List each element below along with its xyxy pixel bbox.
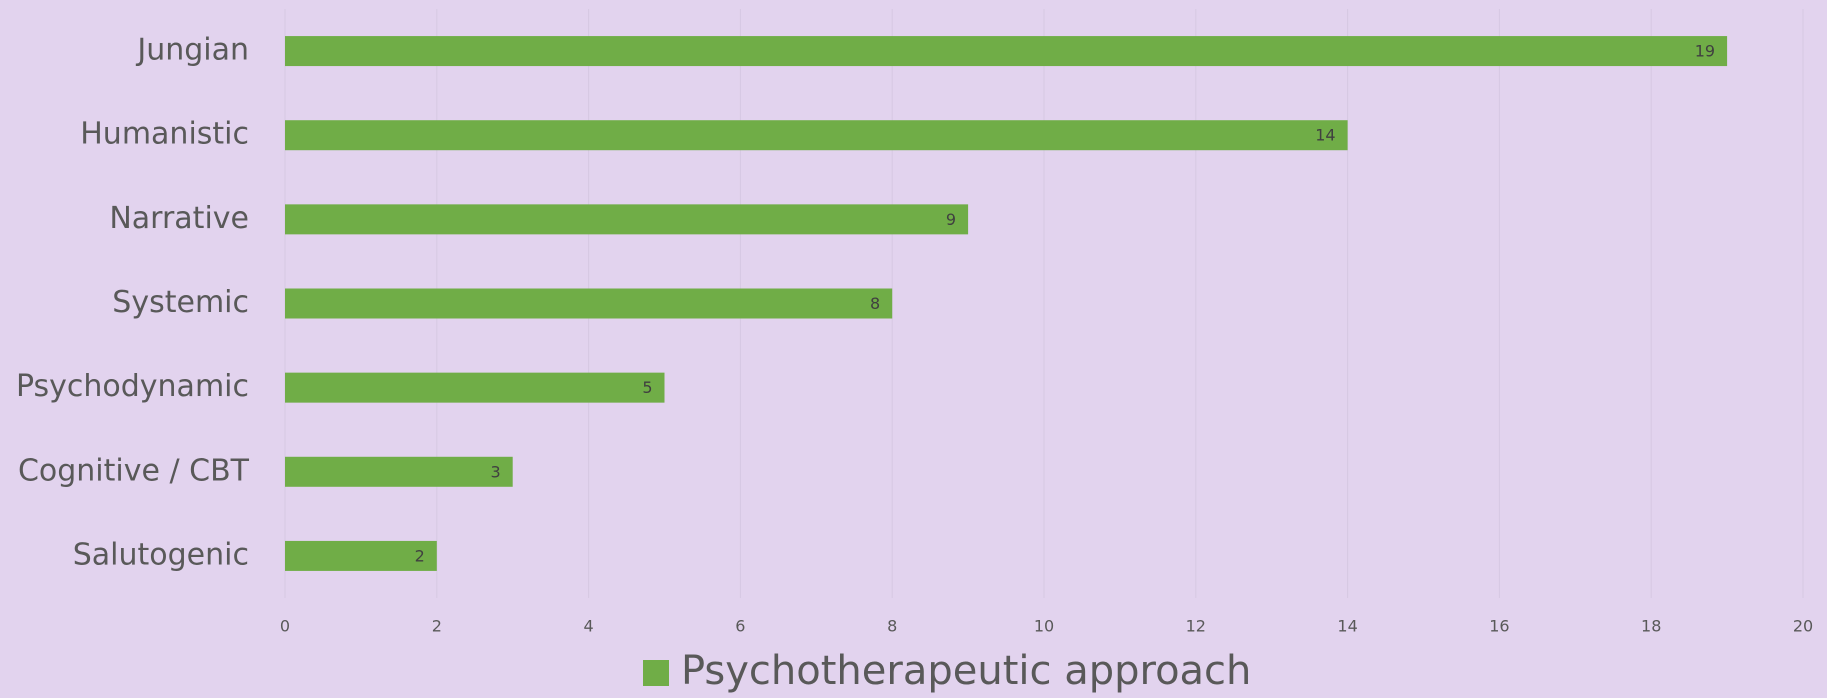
data-label: 9 [946, 210, 956, 229]
y-tick-label: Narrative [109, 201, 249, 236]
x-tick-label: 12 [1186, 617, 1206, 636]
data-label: 2 [415, 546, 425, 565]
legend-label: Psychotherapeutic approach [681, 648, 1251, 694]
bar [285, 204, 969, 235]
x-tick-label: 0 [280, 617, 290, 636]
bar [285, 456, 513, 487]
data-label: 3 [491, 462, 501, 481]
bar [285, 36, 1728, 67]
x-tick-label: 6 [735, 617, 745, 636]
legend-swatch [643, 660, 669, 686]
x-tick-label: 18 [1641, 617, 1661, 636]
x-tick-label: 16 [1489, 617, 1509, 636]
y-tick-label: Humanistic [80, 117, 249, 152]
y-tick-label: Jungian [135, 33, 249, 68]
x-tick-label: 8 [887, 617, 897, 636]
data-label: 19 [1695, 42, 1715, 61]
x-tick-label: 14 [1337, 617, 1357, 636]
data-label: 14 [1315, 126, 1335, 145]
bar [285, 372, 665, 403]
y-tick-label: Psychodynamic [16, 369, 249, 404]
x-tick-label: 2 [432, 617, 442, 636]
bar [285, 120, 1348, 151]
x-tick-label: 10 [1034, 617, 1054, 636]
x-tick-label: 4 [584, 617, 594, 636]
x-tick-label: 20 [1793, 617, 1813, 636]
data-label: 5 [642, 378, 652, 397]
y-tick-label: Salutogenic [73, 537, 249, 572]
bar [285, 540, 437, 571]
y-tick-label: Cognitive / CBT [18, 453, 250, 488]
bar [285, 288, 893, 319]
y-tick-label: Systemic [112, 285, 249, 320]
data-label: 8 [870, 294, 880, 313]
